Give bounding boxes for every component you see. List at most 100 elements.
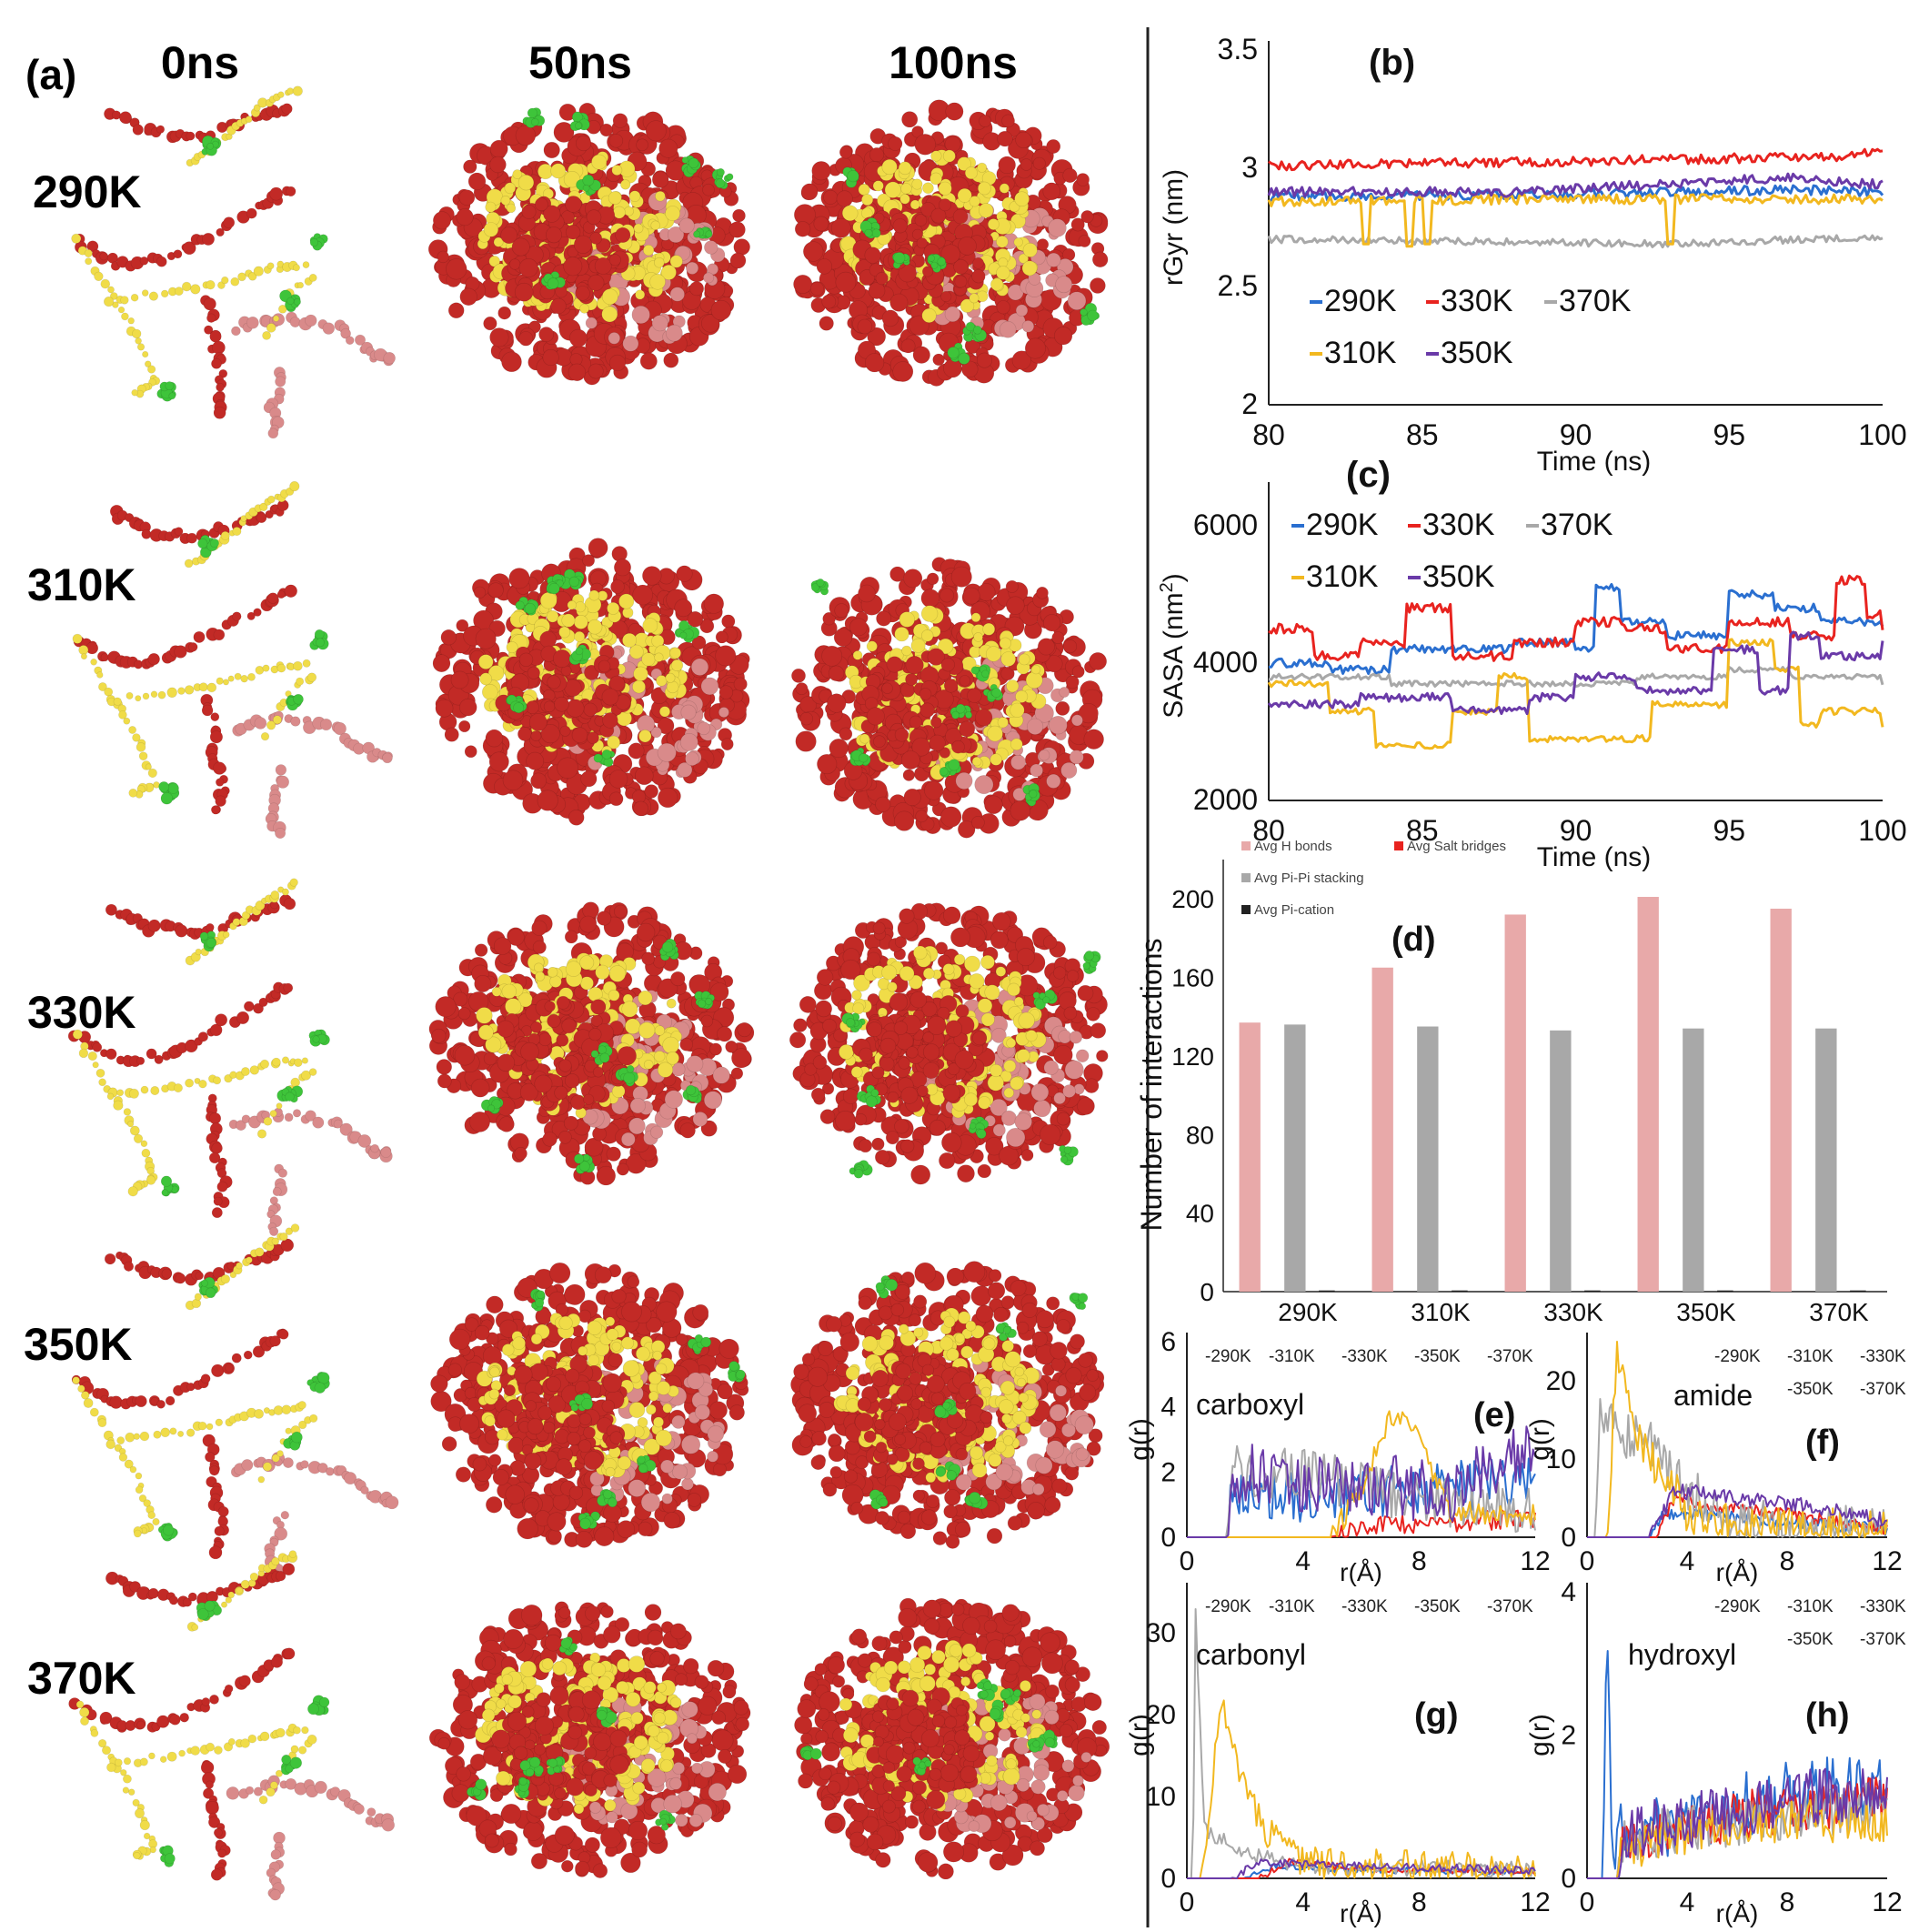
green-cluster bbox=[157, 382, 176, 402]
panel-a-letter: (a) bbox=[25, 51, 76, 98]
x-axis-label: Time (ns) bbox=[1537, 842, 1652, 872]
y-tick-label: 20 bbox=[1546, 1366, 1576, 1396]
chain-yellow bbox=[186, 1224, 299, 1311]
legend-label-310K: -310K bbox=[1269, 1597, 1315, 1616]
time-label-50ns: 50ns bbox=[528, 37, 632, 88]
chain-pink bbox=[226, 1776, 395, 1832]
y-axis-label: Number of interactions bbox=[1135, 939, 1168, 1232]
chain-pink bbox=[266, 765, 289, 839]
series-line-370K bbox=[1187, 1426, 1535, 1537]
category-label-330K: 330K bbox=[1543, 1298, 1603, 1326]
x-axis-label: r(Å) bbox=[1340, 1558, 1382, 1586]
legend-label-330K: -330K bbox=[1860, 1597, 1906, 1616]
series-line-350K bbox=[1187, 1700, 1535, 1878]
y-axis-label: g(r) bbox=[1125, 1418, 1155, 1461]
y-tick-label: 2 bbox=[1561, 1721, 1576, 1751]
category-label-350K: 350K bbox=[1676, 1298, 1736, 1326]
green-cluster bbox=[1070, 1293, 1088, 1309]
green-cluster bbox=[1060, 1145, 1079, 1165]
legend-label-350K: -350K bbox=[1787, 1630, 1834, 1649]
chart-name-e: carboxyl bbox=[1196, 1388, 1304, 1421]
bar-avg-h-bonds-290K bbox=[1240, 1022, 1261, 1292]
legend-label-330K: 370K bbox=[1559, 284, 1632, 318]
render-100ns-3 bbox=[791, 1262, 1104, 1549]
y-axis-label-end: ) bbox=[1159, 573, 1189, 582]
y-tick-label: 2.5 bbox=[1218, 269, 1258, 302]
bar-avg-pi-pi-stacking-350K bbox=[1683, 1029, 1703, 1292]
green-cluster bbox=[202, 136, 221, 156]
green-cluster bbox=[307, 1372, 330, 1393]
green-cluster bbox=[1083, 951, 1100, 973]
chain-red bbox=[104, 108, 195, 143]
green-cluster bbox=[198, 535, 219, 558]
temp-label-310K: 310K bbox=[27, 559, 136, 610]
render-50ns-2 bbox=[429, 902, 754, 1185]
x-tick-label: 0 bbox=[1580, 1546, 1595, 1576]
render-50ns-3 bbox=[431, 1263, 749, 1547]
legend-label-2: Avg Pi-Pi stacking bbox=[1254, 870, 1364, 886]
x-tick-label: 8 bbox=[1412, 1887, 1427, 1917]
bar-avg-h-bonds-370K bbox=[1771, 909, 1792, 1292]
green-cluster bbox=[159, 781, 179, 804]
x-axis-label: Time (ns) bbox=[1537, 447, 1652, 477]
x-tick-label: 95 bbox=[1713, 418, 1745, 451]
temp-label-370K: 370K bbox=[27, 1653, 136, 1704]
temp-label-350K: 350K bbox=[24, 1319, 133, 1370]
bar-avg-pi-pi-stacking-290K bbox=[1284, 1024, 1305, 1292]
x-axis-label: r(Å) bbox=[1340, 1899, 1382, 1927]
y-tick-label: 4 bbox=[1160, 1393, 1176, 1423]
y-tick-label: 10 bbox=[1146, 1782, 1176, 1812]
bar-avg-h-bonds-350K bbox=[1638, 897, 1659, 1292]
legend-label-310K: -310K bbox=[1787, 1347, 1834, 1366]
render-0ns-1 bbox=[73, 481, 393, 838]
panel-a: (a) 0ns 50ns 100ns 290K 310K 330K 350K 3… bbox=[24, 37, 1110, 1900]
legend-label-370K: 350K bbox=[1422, 559, 1495, 594]
x-tick-label: 12 bbox=[1872, 1546, 1902, 1576]
y-tick-label: 4000 bbox=[1193, 646, 1258, 679]
legend-swatch-0 bbox=[1241, 841, 1251, 850]
legend-label-310K: 330K bbox=[1441, 284, 1513, 318]
y-axis-label: g(r) bbox=[1525, 1418, 1555, 1461]
green-cluster bbox=[1028, 1737, 1044, 1752]
render-0ns-4 bbox=[69, 1551, 395, 1901]
x-tick-label: 8 bbox=[1412, 1546, 1427, 1576]
render-0ns-0 bbox=[72, 86, 396, 438]
y-tick-label: 30 bbox=[1146, 1618, 1176, 1648]
chain-pink bbox=[231, 312, 395, 366]
y-tick-label: 0 bbox=[1561, 1864, 1576, 1894]
legend-label-290K: -290K bbox=[1714, 1347, 1761, 1366]
legend-label-370K: -370K bbox=[1487, 1597, 1533, 1616]
x-tick-label: 80 bbox=[1252, 418, 1285, 451]
x-axis-label: r(Å) bbox=[1716, 1558, 1759, 1586]
y-tick-label: 200 bbox=[1171, 885, 1214, 913]
green-cluster bbox=[811, 579, 829, 595]
y-tick-label: 0 bbox=[1561, 1523, 1576, 1553]
chart-name-h: hydroxyl bbox=[1628, 1638, 1736, 1671]
panel-letter-g: (g) bbox=[1414, 1696, 1459, 1735]
molecular-renders bbox=[68, 86, 1110, 1900]
chart-name-f: amide bbox=[1673, 1379, 1753, 1412]
chain-red bbox=[105, 1572, 196, 1607]
green-cluster bbox=[800, 1746, 822, 1760]
chart-name-g: carbonyl bbox=[1196, 1638, 1306, 1671]
x-axis-label: r(Å) bbox=[1716, 1899, 1759, 1927]
chain-red bbox=[201, 1760, 230, 1880]
bar-avg-pi-cation-310K bbox=[1452, 1291, 1468, 1292]
legend-label-350K: 310K bbox=[1324, 336, 1397, 370]
panel-letter-e: (e) bbox=[1473, 1396, 1515, 1434]
chain-red bbox=[105, 904, 201, 940]
legend-swatch-2 bbox=[1241, 873, 1251, 882]
legend-label-0: Avg H bonds bbox=[1254, 839, 1332, 854]
green-cluster bbox=[310, 629, 329, 649]
legend-label-290K: -290K bbox=[1205, 1347, 1251, 1366]
legend-label-350K: 310K bbox=[1306, 559, 1379, 594]
green-dots bbox=[159, 535, 329, 804]
legend-label-330K: -330K bbox=[1860, 1347, 1906, 1366]
legend-label-290K: -290K bbox=[1714, 1597, 1761, 1616]
